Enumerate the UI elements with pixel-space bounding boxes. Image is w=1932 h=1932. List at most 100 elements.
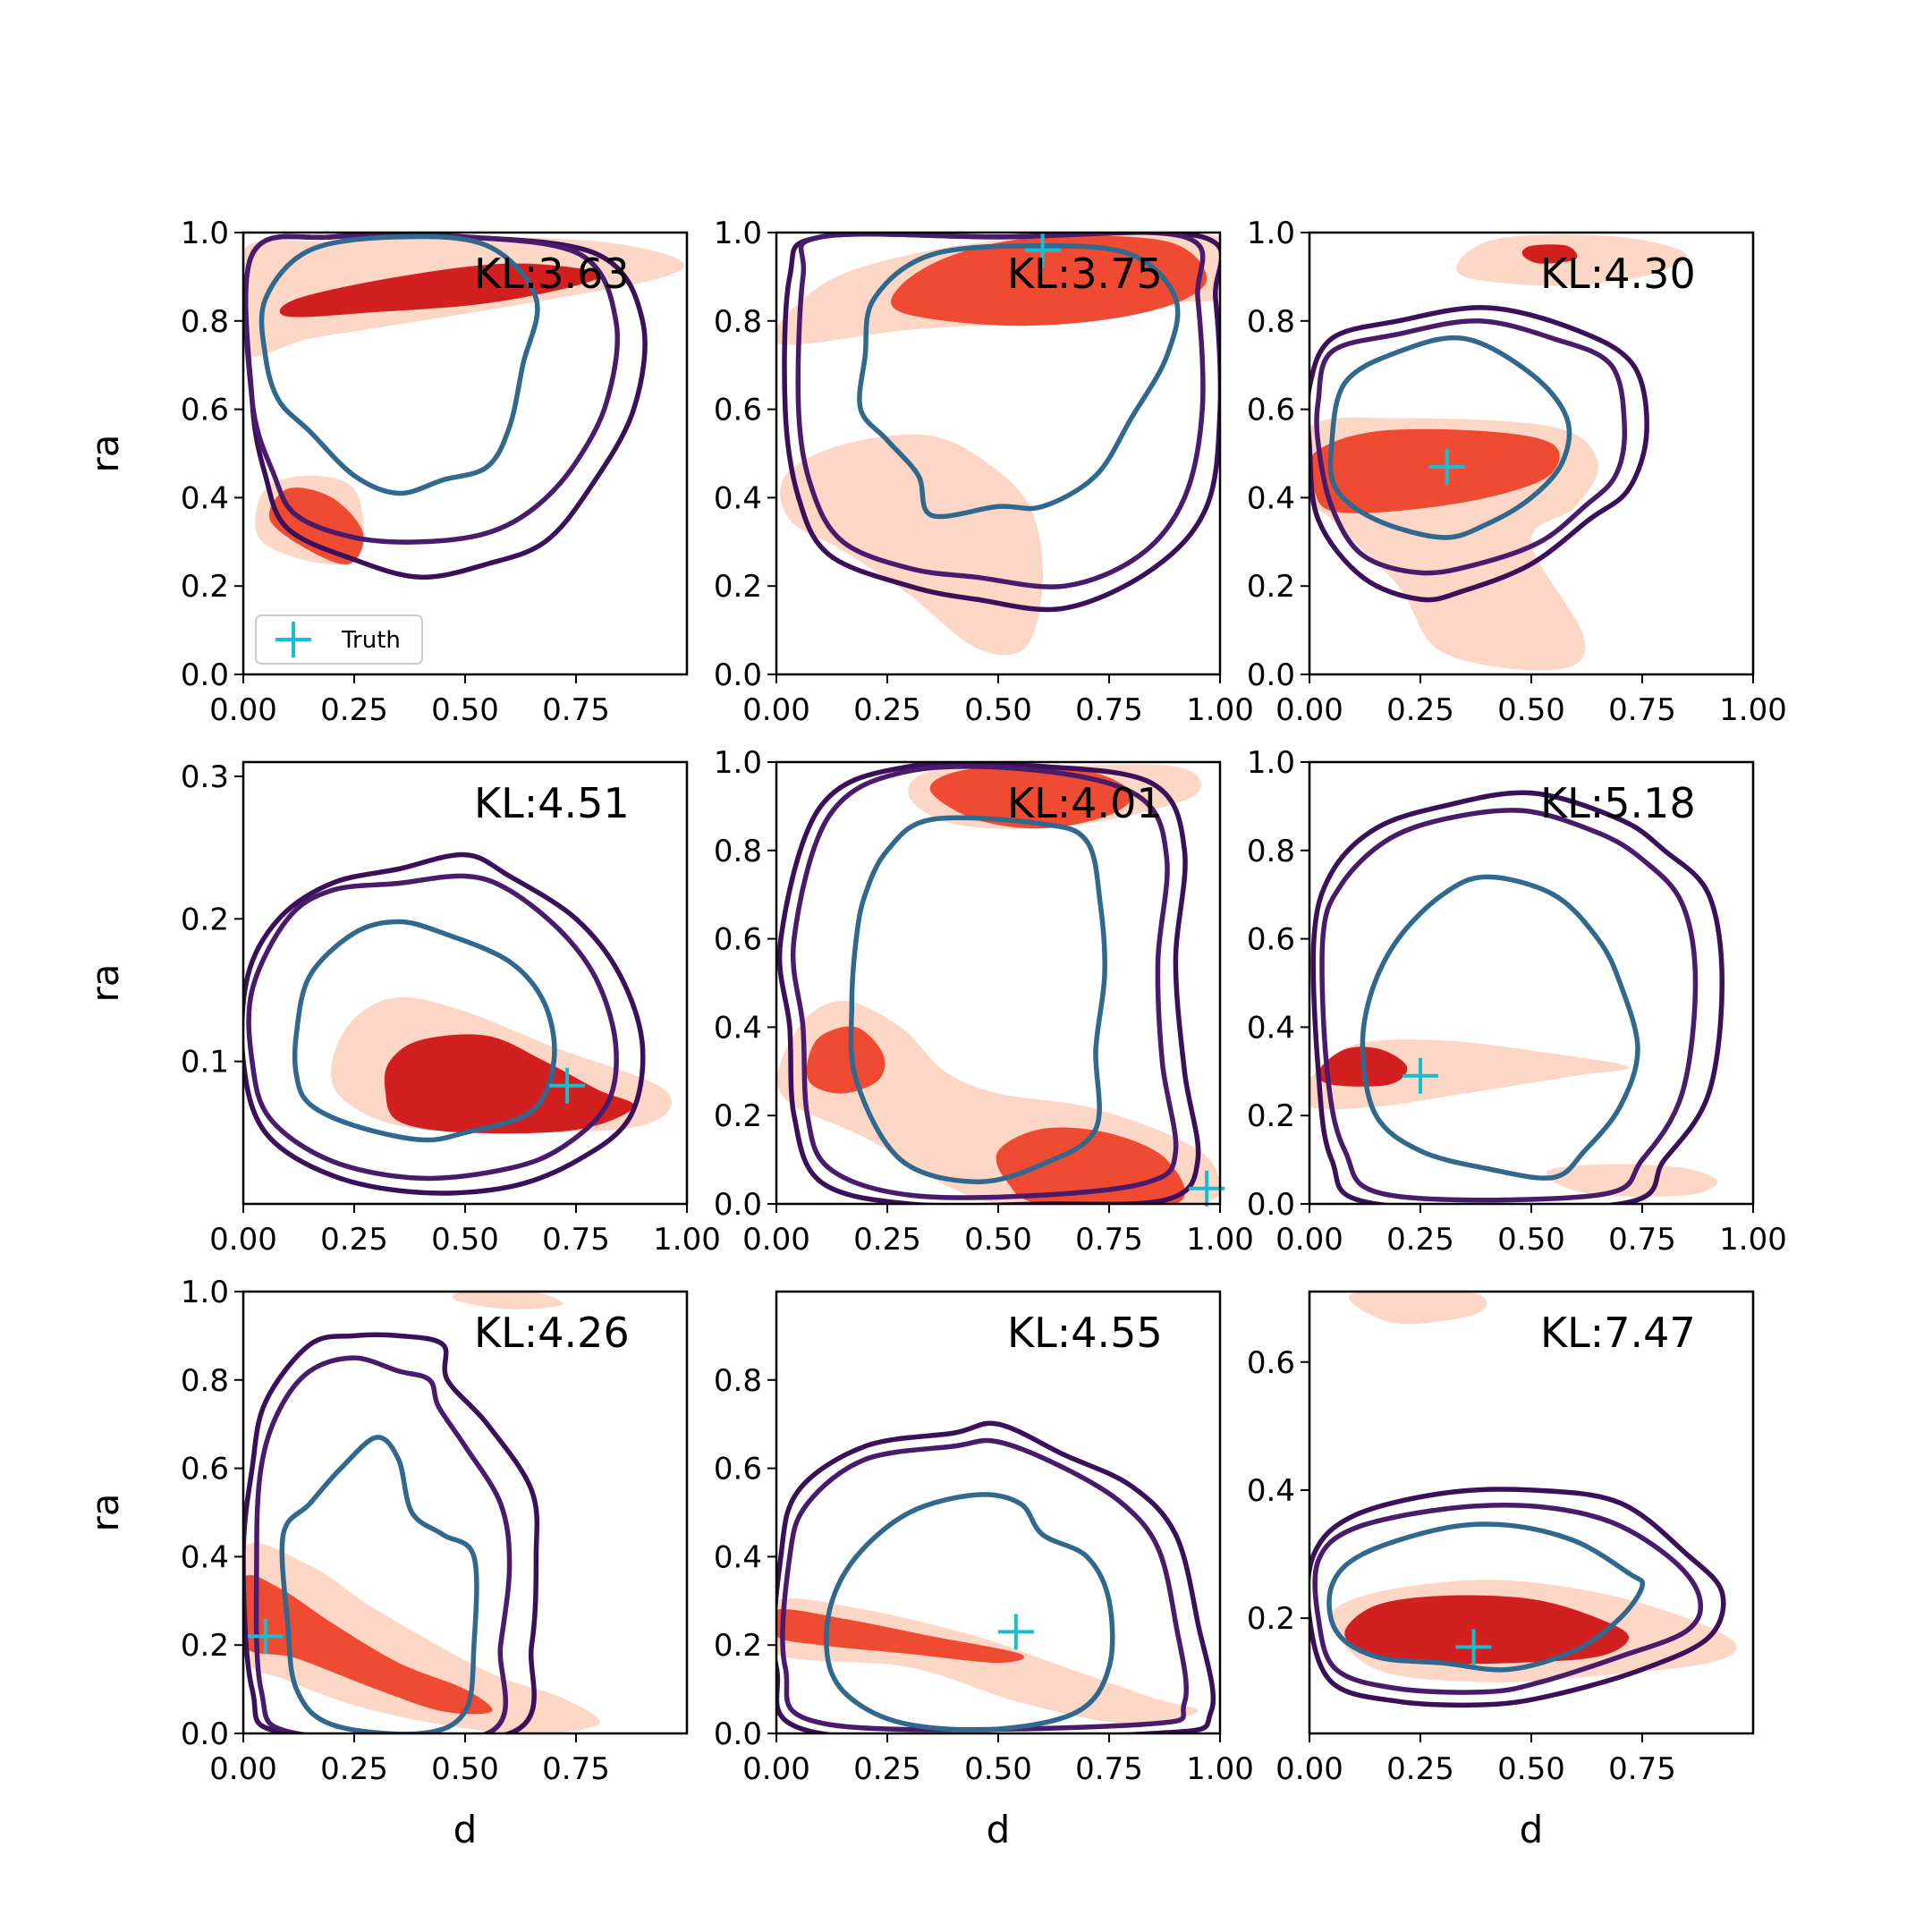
density-region-light bbox=[452, 1292, 564, 1309]
kl-annotation: KL:4.30 bbox=[1540, 250, 1696, 298]
density-region-light bbox=[1349, 1292, 1487, 1325]
contour-outer bbox=[243, 852, 646, 1196]
y-tick-label: 0.2 bbox=[181, 902, 229, 937]
truth-marker bbox=[1428, 448, 1465, 485]
contour-inner bbox=[292, 919, 557, 1143]
x-tick-label: 0.00 bbox=[742, 1751, 810, 1787]
plot-area bbox=[243, 1292, 600, 1733]
subplot-grid: 0.00 0.25 0.50 0.75 0.0 0.2 0.4 0.6 0.8 1.0 KL:3.6… bbox=[83, 216, 1787, 1852]
x-tick-label: 0.00 bbox=[209, 1751, 277, 1787]
contour-inner bbox=[279, 1435, 479, 1733]
kl-annotation: KL:3.75 bbox=[1007, 250, 1163, 298]
y-tick-label: 0.4 bbox=[181, 1539, 229, 1575]
y-tick-label: 0.1 bbox=[181, 1045, 229, 1080]
y-axis-label: ra bbox=[83, 434, 127, 472]
subplot-8: 0.00 0.25 0.50 0.75 1.00 0.0 0.2 0.4 0.6 0.8 KL:4.… bbox=[714, 1290, 1254, 1852]
truth-marker bbox=[1189, 1170, 1225, 1207]
density-region-medium bbox=[891, 235, 1208, 326]
y-tick-label: 0.0 bbox=[1247, 657, 1295, 693]
y-axis-label: ra bbox=[83, 1493, 127, 1531]
density-region-medium bbox=[1309, 428, 1560, 513]
y-tick-label: 0.2 bbox=[1247, 1601, 1295, 1637]
y-tick-label: 0.4 bbox=[1247, 1473, 1295, 1509]
x-tick-label: 0.75 bbox=[1075, 1751, 1143, 1787]
y-tick-label: 0.0 bbox=[1247, 1187, 1295, 1223]
contour-middle bbox=[1319, 808, 1699, 1203]
y-tick-label: 0.4 bbox=[1247, 1010, 1295, 1046]
y-tick-label: 1.0 bbox=[1247, 216, 1295, 251]
x-tick-label: 1.00 bbox=[1719, 692, 1787, 728]
density-region-light bbox=[243, 1543, 600, 1733]
contour-middle bbox=[243, 233, 620, 545]
y-tick-label: 0.4 bbox=[714, 480, 762, 516]
x-tick-label: 0.50 bbox=[964, 1751, 1032, 1787]
plot-area bbox=[776, 233, 1220, 656]
x-tick-label: 0.25 bbox=[1386, 1751, 1454, 1787]
density-region-dark bbox=[279, 263, 603, 318]
contour-inner bbox=[1327, 335, 1572, 540]
kl-annotation: KL:4.55 bbox=[1007, 1309, 1163, 1357]
y-tick-label: 0.4 bbox=[714, 1010, 762, 1046]
y-tick-label: 0.4 bbox=[1247, 480, 1295, 516]
x-tick-label: 0.75 bbox=[1608, 1222, 1676, 1258]
subplot-6: 0.00 0.25 0.50 0.75 1.00 0.0 0.2 0.4 0.6 0.8 1.0 KL… bbox=[1247, 745, 1787, 1258]
x-tick-label: 0.50 bbox=[964, 692, 1032, 728]
y-tick-label: 0.8 bbox=[181, 1363, 229, 1399]
contour-inner bbox=[848, 815, 1107, 1185]
x-tick-label: 1.00 bbox=[1186, 692, 1254, 728]
truth-marker bbox=[1402, 1057, 1438, 1094]
y-tick-label: 0.8 bbox=[714, 1363, 762, 1399]
x-tick-label: 0.75 bbox=[1608, 1751, 1676, 1787]
kl-annotation: KL:5.18 bbox=[1540, 779, 1696, 827]
subplot-2: 0.00 0.25 0.50 0.75 1.00 0.0 0.2 0.4 0.6 0.8 1.0 KL… bbox=[714, 216, 1254, 728]
y-tick-label: 0.6 bbox=[1247, 1345, 1295, 1381]
plot-area bbox=[1309, 1292, 1737, 1708]
y-tick-label: 0.6 bbox=[1247, 922, 1295, 958]
contour-inner bbox=[857, 243, 1181, 520]
y-tick-label: 0.8 bbox=[1247, 304, 1295, 340]
x-tick-label: 0.75 bbox=[1075, 692, 1143, 728]
y-tick-label: 0.6 bbox=[181, 393, 229, 428]
y-tick-label: 0.0 bbox=[181, 657, 229, 693]
kl-annotation: KL:4.26 bbox=[474, 1309, 630, 1357]
subplot-9: 0.00 0.25 0.50 0.75 0.2 0.4 0.6 KL:7.47 d bbox=[1247, 1290, 1755, 1852]
truth-marker bbox=[549, 1067, 586, 1104]
x-axis-label: d bbox=[1520, 1808, 1544, 1852]
contour-middle bbox=[1314, 318, 1628, 576]
contour-middle bbox=[246, 873, 619, 1182]
y-tick-label: 1.0 bbox=[1247, 745, 1295, 781]
x-axis-label: d bbox=[987, 1808, 1011, 1852]
y-tick-label: 0.2 bbox=[181, 1628, 229, 1664]
axes-frame bbox=[242, 760, 689, 1206]
contour-outer bbox=[1309, 305, 1649, 603]
density-region-medium bbox=[929, 766, 1132, 829]
y-tick-label: 0.6 bbox=[181, 1452, 229, 1487]
y-tick-label: 0.8 bbox=[181, 304, 229, 340]
contour-middle bbox=[795, 233, 1206, 589]
y-tick-label: 0.4 bbox=[181, 480, 229, 516]
contour-middle bbox=[1312, 1503, 1704, 1695]
x-tick-label: 1.00 bbox=[1719, 1222, 1787, 1258]
density-region-medium bbox=[806, 1026, 886, 1094]
x-tick-label: 0.50 bbox=[1497, 1222, 1565, 1258]
kl-annotation: KL:7.47 bbox=[1540, 1309, 1696, 1357]
contour-outer bbox=[1309, 1487, 1726, 1708]
x-tick-label: 0.25 bbox=[1386, 692, 1454, 728]
y-tick-label: 0.4 bbox=[714, 1539, 762, 1575]
truth-marker bbox=[247, 1618, 284, 1655]
x-tick-label: 0.50 bbox=[431, 1222, 499, 1258]
density-region-dark bbox=[1344, 1595, 1630, 1665]
plot-area bbox=[243, 852, 672, 1196]
x-tick-label: 0.25 bbox=[320, 1222, 388, 1258]
plot-area bbox=[243, 233, 684, 580]
contour-inner bbox=[258, 233, 540, 496]
y-tick-label: 0.2 bbox=[1247, 1098, 1295, 1134]
kl-annotation: KL:3.63 bbox=[474, 250, 630, 298]
subplot-7: 0.00 0.25 0.50 0.75 0.0 0.2 0.4 0.6 0.8 1.0 KL:4.2… bbox=[83, 1275, 689, 1852]
contour-middle bbox=[253, 1355, 513, 1733]
contour-inner bbox=[824, 1492, 1115, 1733]
x-tick-label: 0.00 bbox=[1275, 1751, 1343, 1787]
y-tick-label: 0.8 bbox=[714, 304, 762, 340]
subplot-4: 0.00 0.25 0.50 0.75 1.00 0.1 0.2 0.3 KL:4.51 ra bbox=[83, 759, 721, 1258]
